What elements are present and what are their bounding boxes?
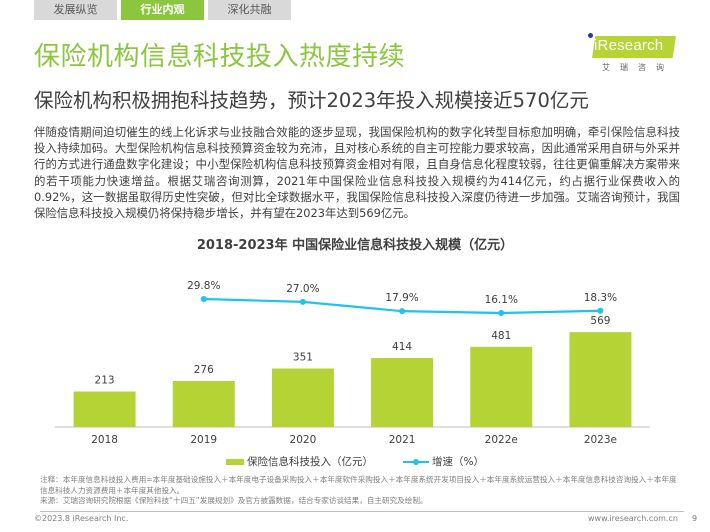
section-tabs: 发展纵览 行业内观 深化共融 [34, 0, 291, 20]
source-text: 来源：艾瑞咨询研究院根据《保险科技“十四五”发展规划》及官方披露数据，结合专家访… [40, 496, 428, 506]
x-tick-2018: 2018 [91, 434, 118, 446]
bar-2018 [73, 391, 136, 427]
bar-label-2020: 351 [293, 352, 313, 364]
logo-cn-text: 艾瑞咨询 [602, 63, 674, 72]
note-text: 注释：本年度信息科技投入费用=本年度基础设施投入＋本年度电子设备采购投入＋本年度… [40, 475, 677, 495]
page-title: 保险机构信息科技投入热度持续 [34, 42, 406, 72]
logo-dot-icon [588, 33, 593, 38]
growth-label-2020: 27.0% [286, 283, 319, 295]
growth-point-2021 [399, 308, 406, 315]
growth-label-2021: 17.9% [385, 292, 418, 304]
bar-label-2019: 276 [194, 364, 214, 376]
legend-line-swatch [403, 458, 429, 465]
website-link[interactable]: www.iresearch.com.cn [588, 514, 678, 523]
legend-label-growth: 增速（%） [432, 456, 484, 468]
copyright: ©2023.8 iResearch Inc. [34, 514, 129, 523]
growth-point-2023e [597, 307, 604, 314]
tab-integration[interactable]: 深化共融 [208, 0, 291, 20]
growth-point-2019 [200, 296, 207, 302]
growth-point-2022e [498, 310, 505, 316]
bar-2019 [172, 381, 235, 427]
chart-notes: 注释：本年度信息科技投入费用=本年度基础设施投入＋本年度电子设备采购投入＋本年度… [40, 475, 680, 507]
bar-label-2018: 213 [95, 375, 115, 387]
x-tick-2023e: 2023e [584, 434, 617, 446]
chart-legend: 保险信息科技投入（亿元） 增速（%） [0, 454, 710, 469]
tab-overview[interactable]: 发展纵览 [34, 0, 117, 20]
bar-2023e [569, 332, 632, 427]
bar-2021 [371, 358, 434, 427]
growth-label-2022e: 16.1% [485, 294, 518, 306]
logo-text: iResearch [594, 37, 664, 54]
chart-title: 2018-2023年 中国保险业信息科技投入规模（亿元） [196, 238, 514, 253]
iresearch-logo: iResearch 艾瑞咨询 [584, 33, 680, 80]
page-subtitle: 保险机构积极拥抱科技趋势，预计2023年投入规模接近570亿元 [34, 89, 589, 112]
legend-label-investment: 保险信息科技投入（亿元） [247, 456, 373, 468]
page-number: 9 [692, 514, 698, 523]
body-paragraph: 伴随疫情期间迫切催生的线上化诉求与业技融合效能的逐步显现，我国保险机构的数字化转… [34, 125, 680, 221]
bar-2022e [470, 346, 533, 427]
growth-label-2019: 29.8% [187, 280, 220, 292]
x-tick-2021: 2021 [389, 434, 416, 446]
bar-2020 [271, 368, 334, 427]
tab-industry-insight[interactable]: 行业内观 [121, 0, 204, 20]
legend-item-investment: 保险信息科技投入（亿元） [226, 454, 373, 469]
legend-bar-swatch [226, 458, 244, 465]
bar-label-2021: 414 [392, 341, 412, 353]
bar-label-2022e: 481 [491, 330, 511, 342]
x-tick-2022e: 2022e [485, 434, 518, 446]
logo-badge [592, 36, 676, 58]
growth-label-2023e: 18.3% [584, 292, 617, 304]
growth-point-2020 [299, 298, 306, 305]
bar-label-2023e: 569 [590, 315, 610, 327]
x-tick-2020: 2020 [290, 434, 317, 446]
footer-divider [40, 511, 684, 512]
x-tick-2019: 2019 [190, 434, 217, 446]
legend-item-growth: 增速（%） [403, 454, 484, 469]
